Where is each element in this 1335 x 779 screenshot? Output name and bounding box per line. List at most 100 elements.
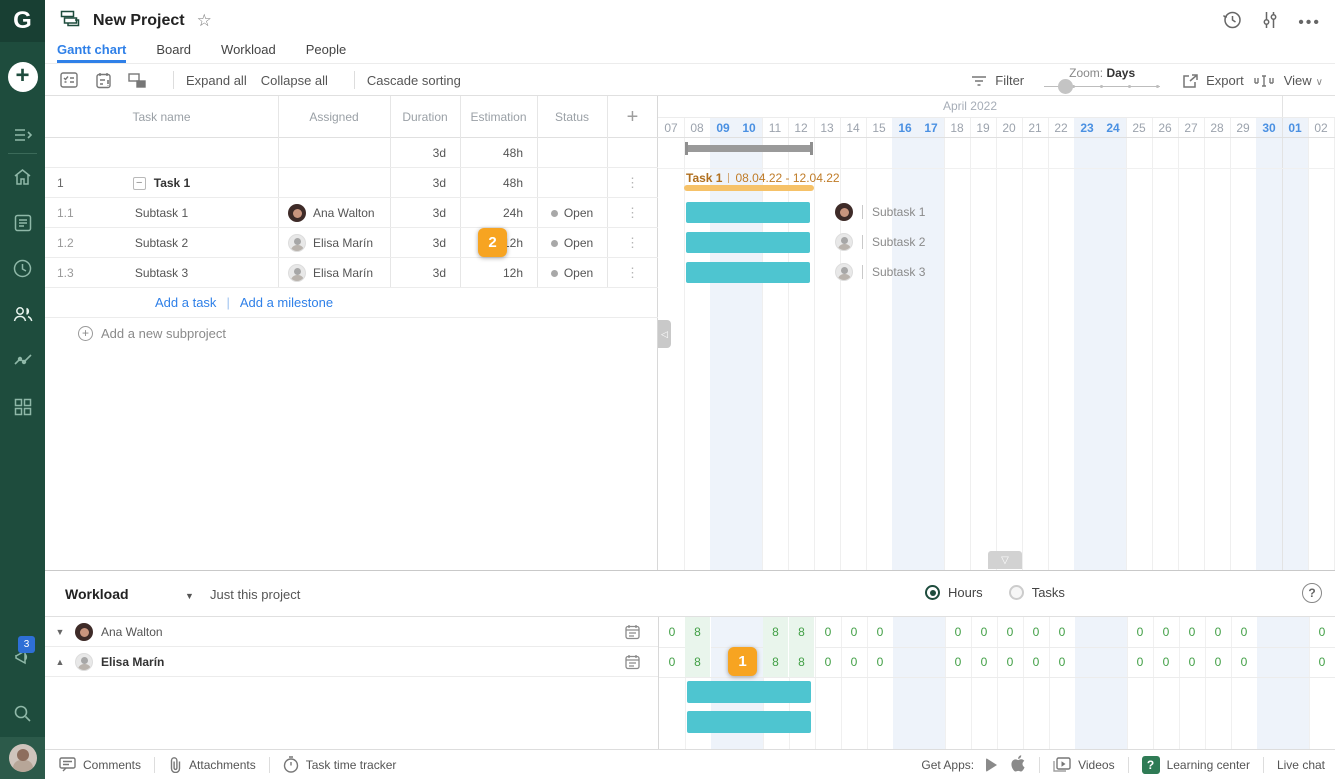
task-name[interactable]: Subtask 1	[134, 206, 189, 220]
day-header-cell[interactable]: 12	[794, 121, 808, 135]
row-menu-icon[interactable]: ⋮	[626, 205, 639, 220]
row-menu-icon[interactable]: ⋮	[626, 235, 639, 250]
day-header-cell[interactable]: 16	[898, 121, 912, 135]
create-button[interactable]: +	[0, 62, 45, 92]
day-header-cell[interactable]: 23	[1080, 121, 1094, 135]
workload-hour-cell[interactable]: 0	[954, 625, 962, 639]
day-header-cell[interactable]: 20	[1002, 121, 1016, 135]
day-header-cell[interactable]: 01	[1288, 121, 1302, 135]
workload-hour-cell[interactable]: 0	[1032, 625, 1040, 639]
parent-task-bar[interactable]	[684, 185, 814, 191]
workload-person-row[interactable]: ▼ Ana Walton	[45, 617, 658, 647]
day-header-cell[interactable]: 08	[690, 121, 704, 135]
expand-menu-icon[interactable]	[0, 120, 45, 150]
workload-dropdown-icon[interactable]: ▼	[185, 591, 194, 601]
workload-hour-cell[interactable]: 0	[876, 625, 884, 639]
workload-collapse-toggle[interactable]: ▽	[988, 551, 1022, 569]
day-header-cell[interactable]: 26	[1158, 121, 1172, 135]
workload-hour-cell[interactable]: 0	[668, 655, 676, 669]
task-row[interactable]: 1.2 Subtask 2 Elisa Marín 3d 12h Open ⋮	[45, 228, 658, 258]
task-row[interactable]: 1.1 Subtask 1 Ana Walton 3d 24h Open ⋮	[45, 198, 658, 228]
column-duration[interactable]: Duration	[402, 110, 448, 124]
column-status[interactable]: Status	[554, 110, 590, 124]
workload-hour-cell[interactable]: 8	[763, 647, 789, 677]
day-header-cell[interactable]: 14	[846, 121, 860, 135]
cascade-sorting-button[interactable]: Cascade sorting	[366, 72, 461, 88]
duration-cell[interactable]: 3d	[432, 236, 446, 250]
time-tracker-button[interactable]: Task time tracker	[283, 756, 396, 773]
task-bar[interactable]	[686, 262, 810, 283]
workload-hour-cell[interactable]: 0	[1240, 625, 1248, 639]
collapse-icon[interactable]: −	[132, 176, 146, 190]
status-value[interactable]: Open	[563, 236, 594, 250]
app-logo[interactable]: G	[0, 0, 45, 42]
add-column-button[interactable]: +	[626, 105, 639, 128]
workload-hour-cell[interactable]: 8	[789, 647, 815, 677]
workload-hour-cell[interactable]: 8	[685, 647, 711, 677]
workload-hour-cell[interactable]: 0	[1136, 625, 1144, 639]
team-icon[interactable]	[0, 299, 45, 329]
assigned-cell[interactable]: Ana Walton	[288, 198, 390, 228]
row-menu-icon[interactable]: ⋮	[626, 265, 639, 280]
add-milestone-link[interactable]: Add a milestone	[239, 295, 334, 310]
personal-calendar-icon[interactable]	[625, 654, 640, 673]
status-value[interactable]: Open	[563, 266, 594, 280]
duration-cell[interactable]: 3d	[432, 206, 446, 220]
learning-center-button[interactable]: ? Learning center	[1141, 755, 1250, 774]
workload-hour-cell[interactable]: 0	[668, 625, 676, 639]
assigned-cell[interactable]	[288, 168, 390, 198]
search-icon[interactable]	[0, 698, 45, 728]
day-header-cell[interactable]: 10	[742, 121, 756, 135]
mode-hours-radio[interactable]: Hours	[925, 585, 983, 600]
estimation-cell[interactable]: 48h	[502, 176, 523, 190]
duration-cell[interactable]: 3d	[432, 176, 446, 190]
day-header-cell[interactable]: 17	[924, 121, 938, 135]
settings-sliders-icon[interactable]	[1262, 10, 1278, 35]
day-header-cell[interactable]: 18	[950, 121, 964, 135]
estimation-cell[interactable]: 12h	[502, 236, 523, 250]
videos-button[interactable]: Videos	[1053, 757, 1115, 772]
export-button[interactable]: Export	[1206, 73, 1244, 88]
personal-calendar-icon[interactable]	[625, 624, 640, 643]
day-header-cell[interactable]: 24	[1106, 121, 1120, 135]
more-options-icon[interactable]: •••	[1298, 13, 1321, 31]
workload-hour-cell[interactable]: 0	[876, 655, 884, 669]
deadlines-icon[interactable]	[93, 70, 113, 90]
task-row[interactable]: 1 − Task 1 3d 48h ⋮	[45, 168, 658, 198]
workload-hour-cell[interactable]: 0	[824, 625, 832, 639]
task-name[interactable]: Task 1	[153, 176, 191, 190]
column-assigned[interactable]: Assigned	[309, 110, 359, 124]
time-log-icon[interactable]	[0, 253, 45, 283]
workload-hour-cell[interactable]: 0	[1318, 655, 1326, 669]
projects-icon[interactable]	[0, 208, 45, 238]
filter-icon[interactable]	[969, 71, 989, 91]
column-task-name[interactable]: Task name	[132, 110, 191, 124]
workload-hour-cell[interactable]: 0	[1006, 625, 1014, 639]
critical-path-icon[interactable]	[1254, 71, 1274, 91]
day-header-cell[interactable]: 02	[1314, 121, 1328, 135]
mode-tasks-radio[interactable]: Tasks	[1008, 585, 1065, 600]
workload-hour-cell[interactable]: 0	[954, 655, 962, 669]
workload-task-bar[interactable]	[687, 681, 811, 703]
attachments-button[interactable]: Attachments	[168, 756, 256, 773]
add-task-link[interactable]: Add a task	[155, 295, 217, 310]
live-chat-button[interactable]: Live chat	[1276, 757, 1325, 772]
day-header-cell[interactable]: 27	[1184, 121, 1198, 135]
row-menu-icon[interactable]: ⋮	[626, 175, 639, 190]
expand-toggle-icon[interactable]: ▲	[55, 656, 65, 667]
apps-grid-icon[interactable]	[0, 392, 45, 422]
day-header-cell[interactable]: 28	[1210, 121, 1224, 135]
reports-icon[interactable]	[0, 345, 45, 375]
zoom-knob[interactable]	[1058, 79, 1074, 94]
task-bar[interactable]	[686, 232, 810, 253]
history-icon[interactable]	[1222, 10, 1242, 35]
workload-task-bar[interactable]	[687, 711, 811, 733]
day-header-cell[interactable]: 15	[872, 121, 886, 135]
workload-hour-cell[interactable]: 0	[1214, 625, 1222, 639]
custom-fields-icon[interactable]	[59, 70, 79, 90]
workload-hour-cell[interactable]: 0	[980, 655, 988, 669]
duration-cell[interactable]: 3d	[432, 266, 446, 280]
day-header-cell[interactable]: 21	[1028, 121, 1042, 135]
day-header-cell[interactable]: 19	[976, 121, 990, 135]
expand-all-button[interactable]: Expand all	[186, 72, 247, 88]
